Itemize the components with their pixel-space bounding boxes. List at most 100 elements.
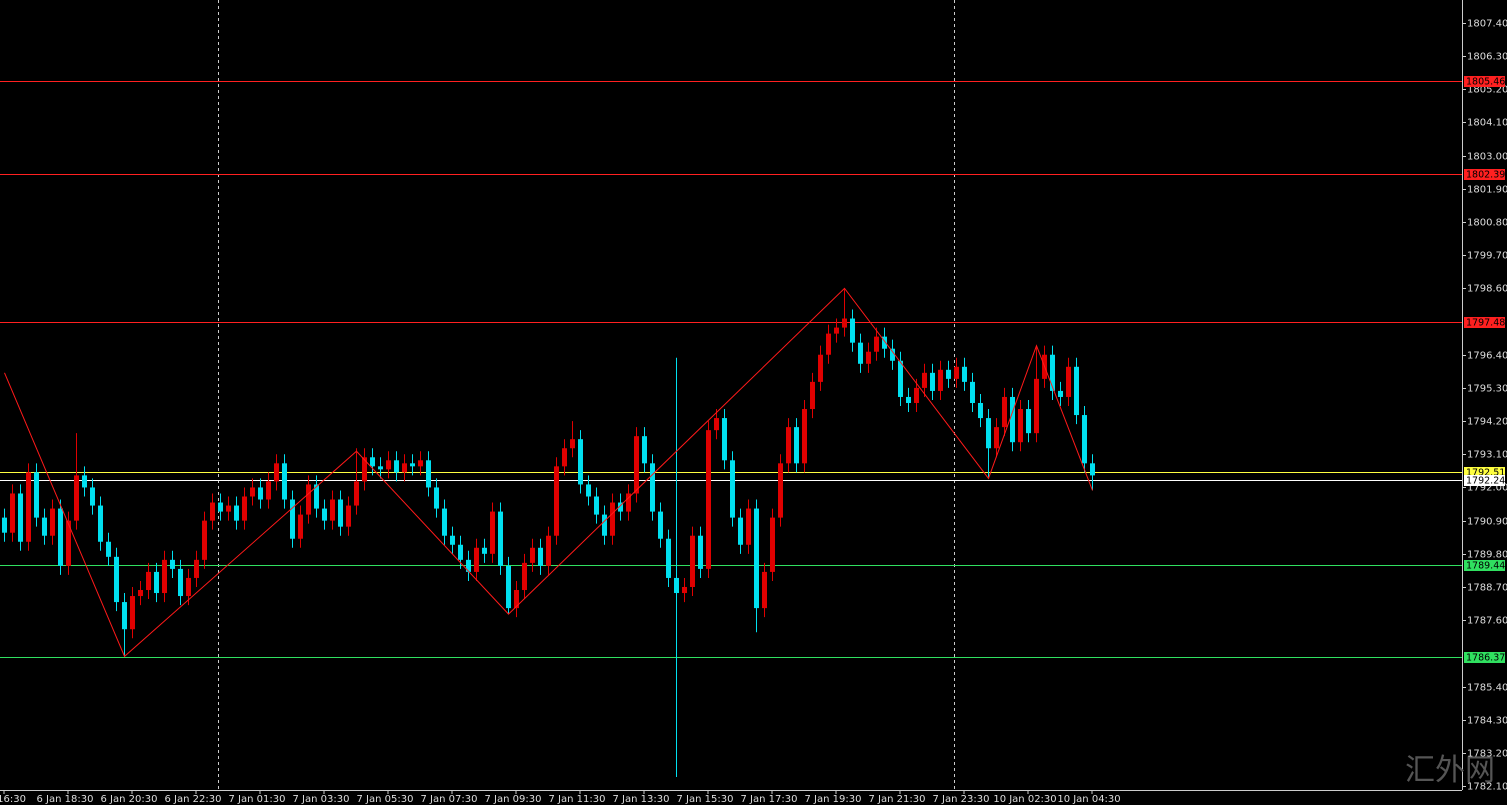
candle-body <box>106 541 111 557</box>
candle-body <box>450 535 455 545</box>
level-label: 1805.46 <box>1466 77 1505 88</box>
candle-body <box>506 565 511 609</box>
candle-body <box>154 571 159 594</box>
candle-body <box>266 481 271 500</box>
candle-body <box>34 472 39 518</box>
candle-body <box>274 463 279 482</box>
candle-body <box>282 463 287 500</box>
candle-body <box>258 487 263 500</box>
candle-body <box>874 336 879 352</box>
candle-body <box>1082 415 1087 464</box>
y-tick-label: 1783.20 <box>1467 749 1507 760</box>
candle-body <box>290 499 295 539</box>
candle-body <box>786 427 791 464</box>
candle-body <box>1074 366 1079 416</box>
candle-body <box>666 538 671 578</box>
candle-body <box>170 559 175 569</box>
watermark: 汇外网 <box>1405 753 1495 788</box>
y-tick-label: 1799.70 <box>1467 251 1507 262</box>
x-tick-label: 7 Jan 17:30 <box>741 794 798 805</box>
level-label-box <box>1464 475 1505 486</box>
candle-body <box>842 318 847 328</box>
y-tick-label: 1805.20 <box>1467 85 1507 96</box>
candle-body <box>1066 366 1071 397</box>
x-tick-label: 7 Jan 15:30 <box>677 794 734 805</box>
candle-body <box>490 511 495 554</box>
candle-body <box>1034 378 1039 434</box>
candle-body <box>1058 390 1063 397</box>
y-tick-label: 1807.40 <box>1467 19 1507 30</box>
candle-body <box>810 381 815 410</box>
candle-body <box>58 508 63 566</box>
x-tick-label: 16:30 <box>0 794 26 805</box>
candle-body <box>722 418 727 461</box>
y-tick-label: 1782.10 <box>1467 782 1507 793</box>
x-tick-label: 6 Jan 20:30 <box>101 794 158 805</box>
candle-body <box>98 505 103 542</box>
candle-body <box>410 463 415 467</box>
candle-body <box>610 502 615 536</box>
level-label-box <box>1464 169 1505 180</box>
candle-body <box>642 436 647 464</box>
x-tick-label: 7 Jan 19:30 <box>805 794 862 805</box>
candle-body <box>370 457 375 467</box>
candle-body <box>514 590 519 609</box>
candle-body <box>658 511 663 539</box>
candle-body <box>930 372 935 391</box>
x-tick-label: 10 Jan 04:30 <box>1057 794 1120 805</box>
y-tick-label: 1794.20 <box>1467 417 1507 428</box>
candle-body <box>202 520 207 560</box>
y-tick-label: 1803.00 <box>1467 152 1507 163</box>
x-tick-label: 7 Jan 11:30 <box>549 794 606 805</box>
candle-body <box>426 460 431 488</box>
candle-body <box>130 596 135 630</box>
candle-body <box>706 430 711 569</box>
candle-body <box>418 460 423 467</box>
candle-body <box>10 493 15 533</box>
y-tick-label: 1787.60 <box>1467 616 1507 627</box>
candle-body <box>90 487 95 506</box>
candle-body <box>970 381 975 403</box>
candle-body <box>586 484 591 497</box>
x-tick-label: 7 Jan 13:30 <box>613 794 670 805</box>
candle-body <box>794 427 799 464</box>
candle-body <box>194 559 199 578</box>
candle-body <box>402 463 407 473</box>
candle-body <box>178 568 183 597</box>
candle-body <box>546 535 551 566</box>
candle-body <box>482 547 487 554</box>
candle-body <box>74 475 79 521</box>
y-tick-label: 1804.10 <box>1467 118 1507 129</box>
candle-body <box>978 402 983 419</box>
x-tick-label: 6 Jan 22:30 <box>165 794 222 805</box>
candle-body <box>186 577 191 597</box>
candle-body <box>66 520 71 566</box>
candle-body <box>594 496 599 515</box>
candle-body <box>114 556 119 603</box>
candle-body <box>578 439 583 485</box>
candle-body <box>242 496 247 521</box>
candle-body <box>466 559 471 572</box>
candle-body <box>778 463 783 518</box>
candle-body <box>250 487 255 497</box>
candle-body <box>698 535 703 569</box>
candle-body <box>298 514 303 539</box>
candle-body <box>906 396 911 403</box>
candle-body <box>338 499 343 527</box>
candle-body <box>746 508 751 545</box>
y-tick-label: 1800.80 <box>1467 218 1507 229</box>
y-tick-label: 1793.10 <box>1467 450 1507 461</box>
candle-body <box>626 493 631 512</box>
candle-body <box>986 418 991 449</box>
candle-body <box>394 460 399 473</box>
candle-body <box>1026 409 1031 434</box>
y-tick-label: 1789.80 <box>1467 550 1507 561</box>
candle-body <box>682 586 687 594</box>
candle-body <box>730 460 735 518</box>
candle-body <box>538 547 543 566</box>
candle-body <box>362 457 367 482</box>
candle-body <box>962 366 967 382</box>
candle-body <box>458 544 463 560</box>
candle-body <box>1050 354 1055 391</box>
